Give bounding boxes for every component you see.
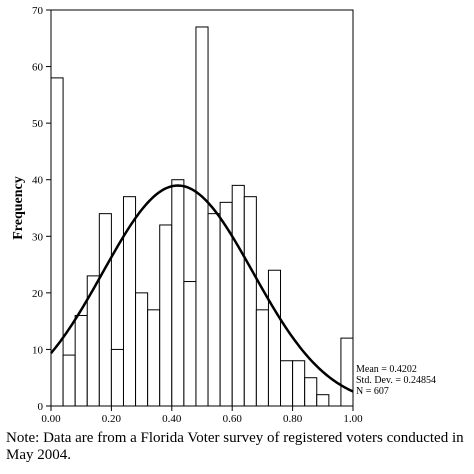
normal-curve <box>50 184 354 393</box>
y-tick-label: 50 <box>32 118 44 130</box>
histogram-bar <box>183 281 197 407</box>
histogram-bar <box>50 77 64 407</box>
x-tick-label: 0.60 <box>223 413 243 425</box>
note-line-2: May 2004. <box>6 447 71 463</box>
stats-label: Std. Dev. = 0.24854 <box>356 375 436 386</box>
histogram-bar <box>135 292 149 407</box>
histogram-bar <box>267 269 282 407</box>
x-axis: 0.00 0.20 0.40 0.60 0.80 1.00 <box>41 406 363 425</box>
y-axis-label: Frequency <box>11 176 26 240</box>
y-tick-label: 70 <box>32 5 44 17</box>
histogram-chart: 0 10 20 30 40 50 60 70 0.00 0.20 0.40 0.60 0.80 1.00… <box>11 5 436 425</box>
stats-label: Mean = 0.4202 <box>356 364 417 375</box>
y-tick-label: 20 <box>32 288 44 300</box>
x-tick-label: 0.40 <box>162 413 182 425</box>
plot-frame <box>50 9 354 407</box>
histogram-bar <box>243 196 257 407</box>
y-tick-label: 10 <box>32 344 44 356</box>
histogram-bar <box>304 377 318 407</box>
note-line-1: Note: Data are from a Florida Voter surv… <box>6 430 464 446</box>
histogram-bar <box>195 26 209 407</box>
histogram-bar <box>340 337 354 407</box>
y-tick-label: 40 <box>32 175 44 187</box>
histogram-bar <box>147 309 161 407</box>
histogram-bar <box>62 354 76 407</box>
histogram-bar <box>255 309 269 407</box>
note: Note: Data are from a Florida Voter surv… <box>6 430 474 464</box>
y-tick-label: 30 <box>32 231 44 243</box>
histogram-bar <box>292 360 306 407</box>
histogram-bar <box>231 184 245 407</box>
y-tick-label: 60 <box>32 62 44 74</box>
histogram-bar <box>171 179 185 407</box>
histogram-bar <box>159 224 173 407</box>
x-tick-label: 1.00 <box>343 413 363 425</box>
histogram-bar <box>207 213 221 407</box>
stats-label: N = 607 <box>356 386 389 397</box>
x-tick-label: 0.00 <box>41 413 61 425</box>
y-tick-label: 0 <box>38 401 44 413</box>
histogram-bar <box>74 314 88 407</box>
histogram-bar <box>98 213 112 407</box>
histogram-bar <box>110 348 124 407</box>
histogram-bar <box>316 394 330 407</box>
histogram-bar <box>280 360 294 407</box>
x-tick-label: 0.80 <box>283 413 303 425</box>
x-tick-label: 0.20 <box>102 413 122 425</box>
y-axis: 0 10 20 30 40 50 60 70 <box>32 5 51 413</box>
bars-group <box>50 26 354 407</box>
